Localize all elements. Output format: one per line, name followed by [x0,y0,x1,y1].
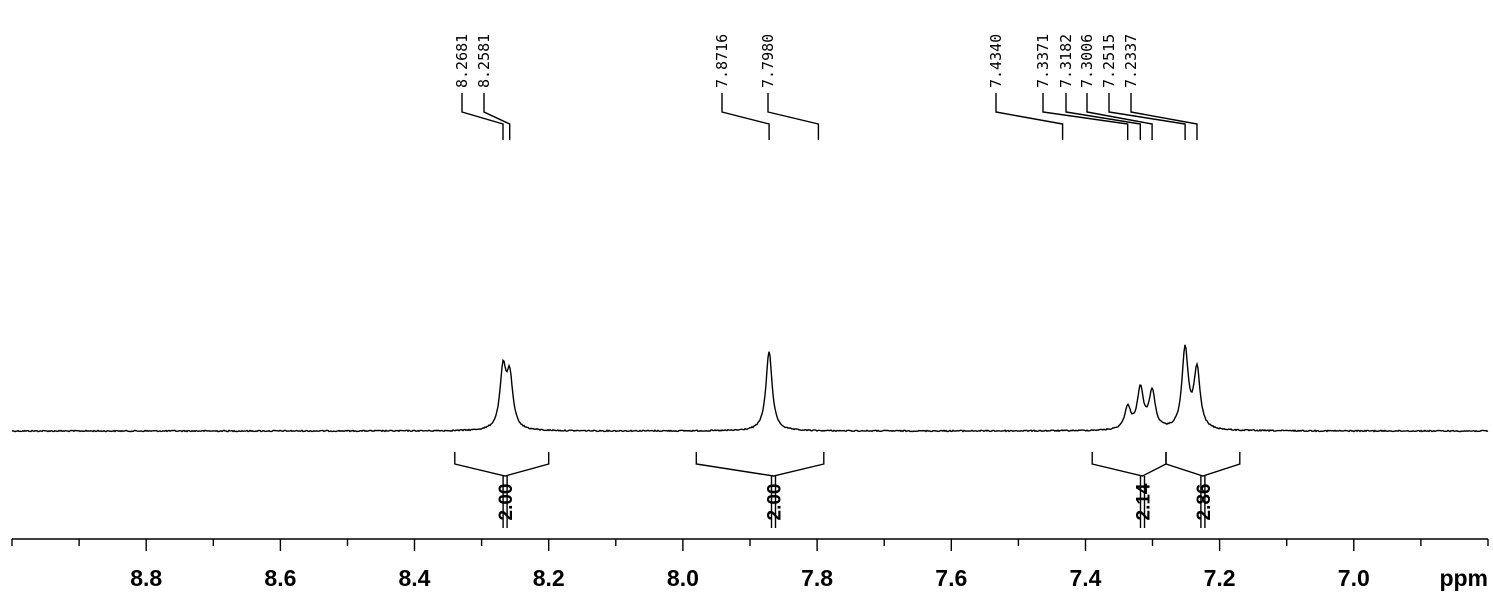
integral-stem [1139,476,1146,528]
peak-label-leader [1042,93,1129,140]
integral-value: 2.00 [496,484,517,521]
peak-label-leader [1108,93,1186,140]
x-tick-label: 7.2 [1204,565,1236,591]
spectrum-trace [11,344,1489,433]
x-tick-label: 7.8 [801,565,833,591]
peak-label-leader [1086,93,1153,140]
integral-stem [502,476,508,528]
integral-bracket [1091,452,1167,477]
integral-bracket [695,452,825,477]
integrals: 2.00 2.00 2.14 2.86 [454,452,1241,528]
peak-label-leader [721,93,770,140]
peak-labels: 8.2681 8.2581 7.8716 7.7980 7.4340 7.3371 7.31… [453,34,1198,140]
x-tick-label: 8.4 [399,565,431,591]
x-axis-unit-label: ppm [1439,565,1488,591]
peak-label-leader [461,93,504,140]
integral-value: 2.14 [1134,483,1155,520]
x-tick-label: 8.2 [533,565,565,591]
peak-label: 7.7980 [759,34,777,88]
x-tick-label: 7.0 [1338,565,1370,591]
integral-bracket [1165,452,1241,477]
integral-bracket [454,452,550,477]
x-tick-label: 8.8 [130,565,162,591]
x-axis: ppm 8.8 8.6 8.4 8.2 8.0 7.8 7.6 7.4 7.2 7.0 [11,538,1489,591]
peak-label: 8.2681 [453,34,471,88]
integral-stem [1200,476,1206,528]
peak-label-leader [1130,93,1198,140]
peak-label-leader [995,93,1064,140]
peak-label: 7.3371 [1034,34,1052,88]
x-tick-label: 8.6 [264,565,296,591]
peak-label: 7.3182 [1057,34,1075,88]
integral-value: 2.86 [1194,484,1215,521]
spectrum-trace-group [11,344,1489,433]
peak-label: 7.8716 [713,34,731,88]
peak-label-leader [483,93,511,140]
peak-label: 7.4340 [987,34,1005,88]
x-tick-label: 7.4 [1070,565,1102,591]
integral-stem [770,476,777,528]
peak-label: 7.3006 [1078,34,1096,88]
peak-label-leader [767,93,820,140]
x-tick-label: 7.6 [935,565,967,591]
peak-label: 8.2581 [475,34,493,88]
peak-label: 7.2515 [1100,34,1118,88]
integral-value: 2.00 [765,484,786,521]
peak-label-leader [1065,93,1141,140]
x-tick-label: 8.0 [667,565,699,591]
peak-label: 7.2337 [1122,34,1140,88]
